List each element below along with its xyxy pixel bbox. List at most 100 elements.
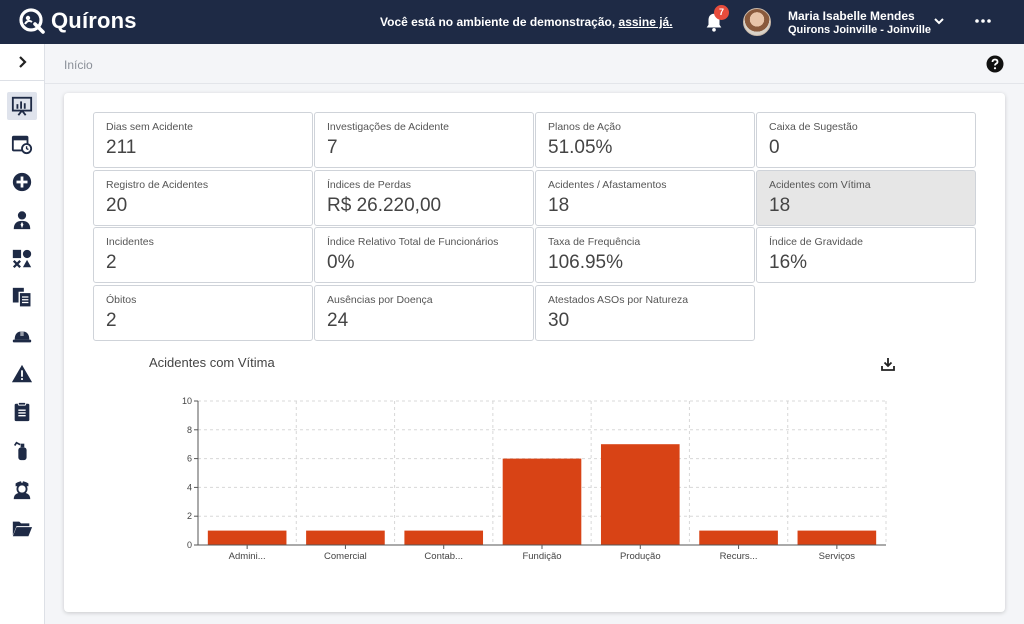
kpi-label: Registro de Acidentes [106,179,209,191]
x-tick-label: Serviços [819,551,856,562]
x-tick-label: Comercial [324,551,367,562]
bar [502,458,582,545]
bar [797,530,877,545]
kpi-label: Acidentes / Afastamentos [548,179,667,191]
kpi-tile[interactable]: Dias sem Acidente 211 [93,112,313,168]
x-tick-label: Produção [620,551,661,562]
kpi-label: Investigações de Acidente [327,121,450,133]
breadcrumb[interactable]: Início [64,58,93,72]
user-name[interactable]: Maria Isabelle Mendes [788,9,915,23]
kpi-value: 51.05% [548,137,613,158]
x-tick-label: Contab... [424,551,463,562]
kpi-label: Planos de Ação [548,121,621,133]
kpi-value: 0 [769,137,780,158]
y-tick-label: 2 [187,511,192,521]
chart-title: Acidentes com Vítima [149,355,275,370]
kpi-tile[interactable]: Investigações de Acidente 7 [314,112,534,168]
brand-name: Quírons [51,8,137,33]
kpi-value: 0% [327,252,355,273]
kpi-value: R$ 26.220,00 [327,195,442,216]
bar [600,444,680,545]
shapes-icon[interactable] [11,248,33,270]
kpi-value: 18 [769,195,791,216]
dashboard-card: Dias sem Acidente 211 Investigações de Aci… [64,93,1005,612]
kpi-label: Dias sem Acidente [106,121,193,133]
kpi-label: Óbitos [106,294,137,306]
kpi-tile[interactable]: Registro de Acidentes 20 [93,170,313,226]
bar [404,530,484,545]
kpi-tile[interactable]: Acidentes / Afastamentos 18 [535,170,755,226]
kpi-value: 18 [548,195,570,216]
kpi-tile[interactable]: Caixa de Sugestão 0 [756,112,976,168]
warning-icon[interactable] [11,363,33,385]
user-tie-icon[interactable] [11,209,33,231]
nurse-icon[interactable] [11,478,33,500]
kpi-value: 16% [769,252,808,273]
more-options-icon[interactable] [974,12,992,30]
y-tick-label: 10 [182,396,192,406]
kpi-value: 30 [548,310,570,331]
kpi-tile[interactable]: Óbitos 2 [93,285,313,341]
chevron-right-icon [19,56,27,68]
documents-icon[interactable] [11,286,33,308]
hard-hat-icon[interactable] [11,325,33,347]
kpi-tile[interactable]: Incidentes 2 [93,227,313,283]
kpi-value: 106.95% [548,252,624,273]
kpi-tile[interactable]: Ausências por Doença 24 [314,285,534,341]
brand-logo[interactable]: Quírons [18,7,137,35]
chevron-down-icon[interactable] [932,14,946,28]
dashboard-icon [11,96,33,116]
plus-circle-icon[interactable] [11,171,33,193]
kpi-label: Atestados ASOs por Natureza [548,294,689,306]
bar-chart: 0 2 4 6 8 10 Admini... Comercial Contab... Fundiç… [182,396,887,562]
kpi-tile[interactable]: Taxa de Frequência 106.95% [535,227,755,283]
kpi-tile[interactable]: Atestados ASOs por Natureza 30 [535,285,755,341]
demo-message: Você está no ambiente de demonstração, a… [380,15,673,29]
x-tick-label: Fundição [522,551,561,562]
breadcrumb-bar: Início [45,44,1024,84]
help-icon[interactable] [986,55,1004,73]
kpi-value: 2 [106,252,117,273]
kpi-label: Acidentes com Vítima [769,179,871,191]
kpi-label: Incidentes [106,236,154,248]
kpi-value: 20 [106,195,128,216]
clipboard-icon[interactable] [11,401,33,423]
kpi-tile[interactable]: Índices de Perdas R$ 26.220,00 [314,170,534,226]
user-avatar[interactable] [743,8,771,36]
notification-count-badge: 7 [714,5,729,20]
bar [306,530,385,545]
kpi-tile[interactable]: Planos de Ação 51.05% [535,112,755,168]
fire-extinguisher-icon[interactable] [11,440,33,462]
kpi-value: 211 [106,137,137,158]
kpi-tile[interactable]: Acidentes com Vítima 18 [756,170,976,226]
kpi-label: Índice Relativo Total de Funcionários [327,236,499,248]
user-organization[interactable]: Quirons Joinville - Joinville [788,24,932,36]
folder-open-icon[interactable] [11,517,33,539]
bar [699,530,778,545]
calendar-clock-icon[interactable] [11,133,33,155]
kpi-label: Taxa de Frequência [548,236,641,248]
y-tick-label: 6 [187,454,192,464]
sidebar [0,44,45,624]
bar [207,530,287,545]
y-tick-label: 4 [187,482,192,492]
quirons-logo-icon [19,8,45,34]
sidebar-toggle-button[interactable] [0,44,45,81]
kpi-label: Índice de Gravidade [769,236,863,248]
top-bar: Quírons Você está no ambiente de demonst… [0,0,1024,44]
sidebar-item-dashboard[interactable] [7,92,37,120]
kpi-value: 7 [327,137,338,158]
kpi-value: 2 [106,310,117,331]
x-tick-label: Recurs... [720,551,758,562]
subscribe-link[interactable]: assine já. [618,15,673,29]
kpi-value: 24 [327,310,349,331]
kpi-label: Índices de Perdas [327,179,412,191]
kpi-label: Caixa de Sugestão [769,121,858,133]
y-tick-label: 8 [187,425,192,435]
y-tick-label: 0 [187,540,192,550]
download-icon[interactable] [880,356,896,372]
kpi-label: Ausências por Doença [327,294,433,306]
kpi-tile[interactable]: Índice de Gravidade 16% [756,227,976,283]
kpi-tile[interactable]: Índice Relativo Total de Funcionários 0% [314,227,534,283]
x-tick-label: Admini... [229,551,266,562]
